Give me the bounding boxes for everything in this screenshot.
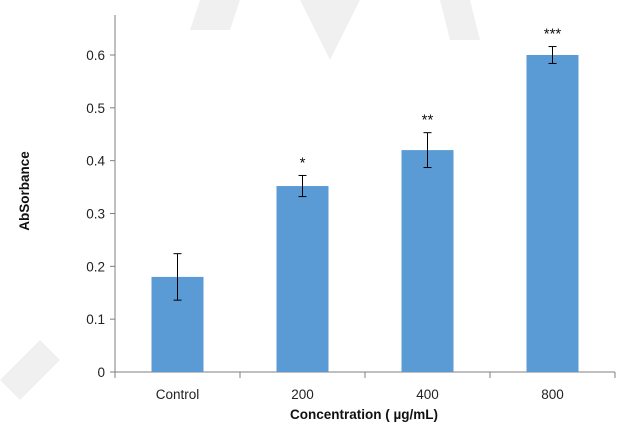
watermark-shape (190, 0, 240, 30)
bar (526, 55, 579, 372)
bars (151, 55, 579, 372)
significance-labels: ****** (300, 26, 562, 172)
x-tick-label: Control (156, 387, 200, 402)
error-bar (298, 174, 307, 198)
y-axis: 0 0.1 0.2 0.3 0.4 0.5 0.6 (86, 15, 116, 380)
x-tick-label: 200 (291, 387, 314, 402)
y-tick-label: 0.4 (86, 154, 105, 169)
error-bar (548, 46, 557, 64)
bar (401, 150, 454, 372)
error-bar (173, 253, 182, 301)
y-tick-label: 0 (97, 365, 105, 380)
watermark-shape (440, 0, 480, 40)
watermark-shape (0, 340, 60, 400)
watermark-shape (300, 0, 360, 60)
x-axis: Control 200 400 800 (114, 371, 616, 402)
y-tick-label: 0.3 (86, 207, 105, 222)
watermark (0, 0, 480, 400)
x-tick-label: 400 (416, 387, 439, 402)
y-axis-title: AbSorbance (17, 151, 32, 231)
x-tick-label: 800 (541, 387, 564, 402)
x-axis-title: Concentration ( µg/mL) (290, 407, 438, 422)
significance-label: * (300, 154, 306, 171)
y-tick-label: 0.6 (86, 48, 105, 63)
error-bar (423, 132, 432, 169)
significance-label: ** (422, 112, 434, 129)
significance-label: *** (544, 26, 562, 43)
bar (276, 186, 329, 372)
error-bars (173, 46, 557, 301)
y-tick-label: 0.1 (86, 312, 105, 327)
y-tick-label: 0.2 (86, 259, 105, 274)
y-tick-label: 0.5 (86, 101, 105, 116)
